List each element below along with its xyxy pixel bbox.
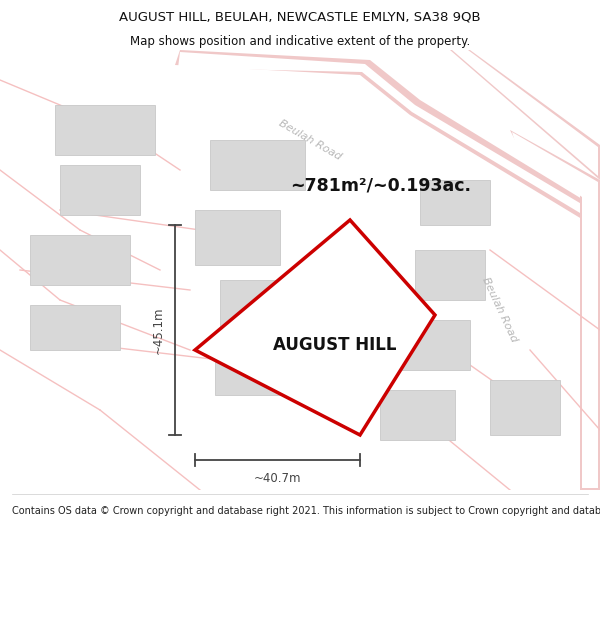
- Polygon shape: [220, 280, 310, 330]
- Text: Beulah Road: Beulah Road: [277, 118, 343, 162]
- Polygon shape: [30, 305, 120, 350]
- Polygon shape: [420, 180, 490, 225]
- Text: AUGUST HILL, BEULAH, NEWCASTLE EMLYN, SA38 9QB: AUGUST HILL, BEULAH, NEWCASTLE EMLYN, SA…: [119, 11, 481, 24]
- Polygon shape: [175, 50, 600, 230]
- Polygon shape: [178, 52, 600, 225]
- Polygon shape: [195, 220, 435, 435]
- Polygon shape: [30, 235, 130, 285]
- Polygon shape: [450, 50, 600, 180]
- Polygon shape: [490, 380, 560, 435]
- Polygon shape: [215, 345, 305, 395]
- Polygon shape: [55, 105, 155, 155]
- Polygon shape: [512, 132, 598, 488]
- Polygon shape: [380, 390, 455, 440]
- Polygon shape: [60, 165, 140, 215]
- Text: ~781m²/~0.193ac.: ~781m²/~0.193ac.: [290, 176, 471, 194]
- Polygon shape: [195, 210, 280, 265]
- Text: Map shows position and indicative extent of the property.: Map shows position and indicative extent…: [130, 35, 470, 48]
- Text: Contains OS data © Crown copyright and database right 2021. This information is : Contains OS data © Crown copyright and d…: [12, 506, 600, 516]
- Polygon shape: [510, 130, 600, 490]
- Polygon shape: [210, 140, 305, 190]
- Polygon shape: [452, 50, 598, 176]
- Text: AUGUST HILL: AUGUST HILL: [273, 336, 397, 354]
- Text: ~40.7m: ~40.7m: [254, 472, 301, 485]
- Polygon shape: [395, 320, 470, 370]
- Text: ~45.1m: ~45.1m: [152, 306, 165, 354]
- Text: Beulah Road: Beulah Road: [481, 276, 520, 344]
- Polygon shape: [415, 250, 485, 300]
